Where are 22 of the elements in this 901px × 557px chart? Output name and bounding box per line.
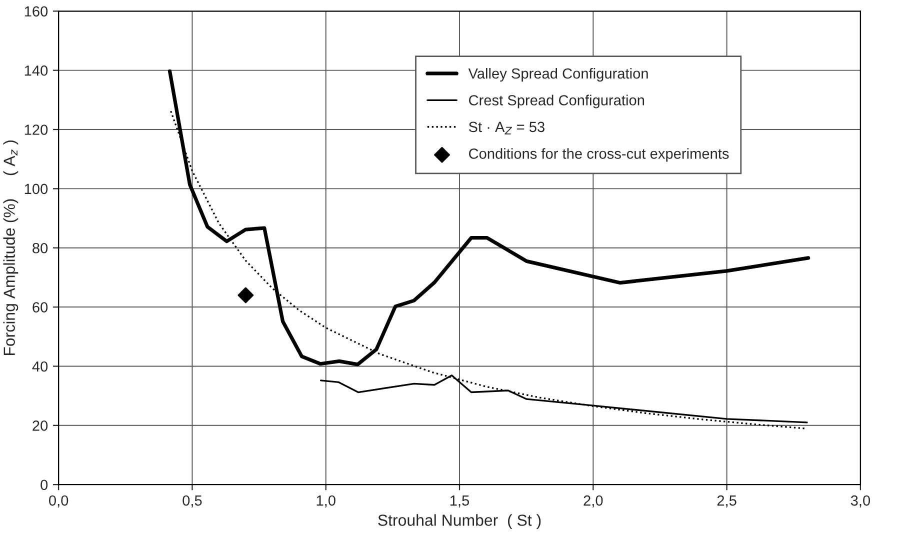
y-tick-label: 140 — [24, 65, 48, 76]
legend-label: Valley Spread Configuration — [468, 68, 648, 82]
x-tick-label: 2,0 — [584, 495, 603, 508]
y-tick-label: 100 — [24, 184, 48, 194]
y-tick-label: 0 — [40, 480, 48, 490]
legend-label: Conditions for the cross-cut experiments — [469, 148, 729, 162]
y-tick-label: 80 — [32, 242, 48, 254]
y-tick-label: 60 — [32, 302, 48, 312]
y-tick-label: 160 — [24, 6, 48, 17]
x-tick-label: 3,0 — [850, 495, 870, 508]
x-axis-title: Strouhal Number ( St ) — [378, 514, 541, 530]
y-tick-label: 120 — [24, 124, 48, 135]
x-tick-label: 2,5 — [717, 495, 736, 508]
legend-label: Crest Spread Configuration — [469, 94, 644, 108]
y-axis-title: Forcing Amplitude (%) ( A$_{z}$ ) — [3, 140, 18, 356]
legend-label: St · A$_{Z}$ = 53 — [468, 122, 544, 134]
y-tick-label: 20 — [32, 420, 48, 431]
x-tick-label: 1,0 — [316, 495, 336, 508]
y-tick-label: 40 — [32, 361, 48, 372]
x-tick-label: 0,5 — [182, 495, 202, 508]
x-tick-label: 0,0 — [49, 495, 68, 508]
x-tick-label: 1,5 — [450, 496, 470, 508]
